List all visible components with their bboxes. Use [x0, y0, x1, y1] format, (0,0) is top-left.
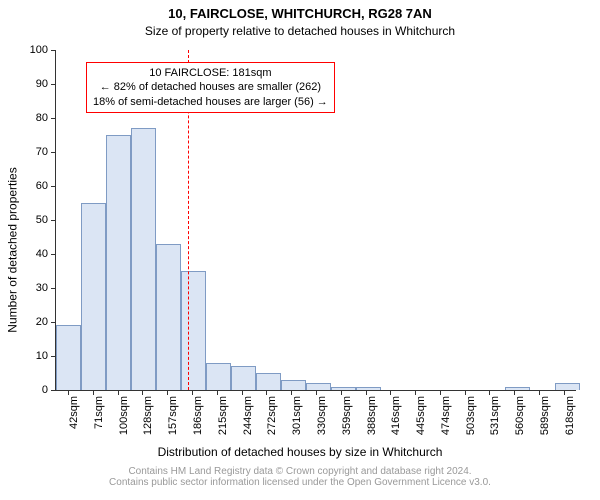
histogram-bar: [181, 271, 206, 390]
ytick: [51, 254, 56, 255]
y-axis-label: Number of detached properties: [6, 167, 20, 332]
x-axis-label: Distribution of detached houses by size …: [0, 445, 600, 459]
xtick-label: 618sqm: [564, 396, 576, 435]
ytick-label: 40: [36, 248, 48, 260]
xtick: [440, 390, 441, 395]
credit-line: Contains public sector information licen…: [0, 477, 600, 488]
histogram-bar: [156, 244, 181, 390]
xtick: [93, 390, 94, 395]
ytick-label: 50: [36, 214, 48, 226]
xtick-label: 388sqm: [366, 396, 378, 435]
xtick: [291, 390, 292, 395]
ytick-label: 10: [36, 350, 48, 362]
xtick-label: 474sqm: [440, 396, 452, 435]
xtick: [341, 390, 342, 395]
histogram-bar: [281, 380, 306, 390]
ytick: [51, 118, 56, 119]
xtick: [465, 390, 466, 395]
xtick-label: 503sqm: [465, 396, 477, 435]
xtick: [266, 390, 267, 395]
xtick-label: 42sqm: [68, 396, 80, 429]
ytick-label: 0: [42, 384, 48, 396]
xtick: [539, 390, 540, 395]
annotation-line: 10 FAIRCLOSE: 181sqm: [93, 66, 328, 80]
annotation-line: ← 82% of detached houses are smaller (26…: [93, 80, 328, 94]
ytick: [51, 186, 56, 187]
ytick-label: 90: [36, 78, 48, 90]
xtick-label: 531sqm: [489, 396, 501, 435]
histogram-bar: [555, 383, 580, 390]
xtick: [514, 390, 515, 395]
xtick-label: 128sqm: [142, 396, 154, 435]
credit-line: Contains HM Land Registry data © Crown c…: [0, 466, 600, 477]
ytick-label: 30: [36, 282, 48, 294]
plot-area: 10 FAIRCLOSE: 181sqm ← 82% of detached h…: [55, 50, 576, 391]
xtick: [68, 390, 69, 395]
ytick: [51, 322, 56, 323]
histogram-bar: [106, 135, 131, 390]
credit-text: Contains HM Land Registry data © Crown c…: [0, 466, 600, 488]
xtick-label: 100sqm: [118, 396, 130, 435]
xtick-label: 272sqm: [266, 396, 278, 435]
xtick: [167, 390, 168, 395]
xtick: [390, 390, 391, 395]
xtick: [366, 390, 367, 395]
ytick: [51, 390, 56, 391]
xtick: [415, 390, 416, 395]
xtick-label: 330sqm: [316, 396, 328, 435]
histogram-bar: [306, 383, 331, 390]
xtick-label: 416sqm: [390, 396, 402, 435]
chart-subtitle: Size of property relative to detached ho…: [0, 24, 600, 38]
xtick: [489, 390, 490, 395]
annotation-line: 18% of semi-detached houses are larger (…: [93, 95, 328, 109]
xtick-label: 359sqm: [341, 396, 353, 435]
ytick-label: 70: [36, 146, 48, 158]
xtick-label: 301sqm: [291, 396, 303, 435]
ytick-label: 60: [36, 180, 48, 192]
xtick-label: 589sqm: [539, 396, 551, 435]
ytick: [51, 50, 56, 51]
xtick-label: 71sqm: [93, 396, 105, 429]
ytick: [51, 288, 56, 289]
xtick: [118, 390, 119, 395]
annotation-box: 10 FAIRCLOSE: 181sqm ← 82% of detached h…: [86, 62, 335, 113]
xtick: [217, 390, 218, 395]
xtick-label: 186sqm: [192, 396, 204, 435]
xtick: [316, 390, 317, 395]
xtick: [142, 390, 143, 395]
ytick: [51, 152, 56, 153]
histogram-bar: [81, 203, 106, 390]
chart-title: 10, FAIRCLOSE, WHITCHURCH, RG28 7AN: [0, 6, 600, 21]
xtick-label: 244sqm: [242, 396, 254, 435]
histogram-bar: [231, 366, 256, 390]
histogram-bar: [356, 387, 381, 390]
ytick: [51, 84, 56, 85]
histogram-bar: [131, 128, 156, 390]
histogram-bar: [256, 373, 281, 390]
xtick-label: 560sqm: [514, 396, 526, 435]
ytick-label: 20: [36, 316, 48, 328]
histogram-bar: [206, 363, 231, 390]
xtick: [564, 390, 565, 395]
histogram-bar: [505, 387, 530, 390]
histogram-bar: [331, 387, 356, 390]
ytick-label: 80: [36, 112, 48, 124]
ytick-label: 100: [30, 44, 48, 56]
xtick: [192, 390, 193, 395]
xtick-label: 445sqm: [415, 396, 427, 435]
xtick-label: 157sqm: [167, 396, 179, 435]
histogram-bar: [56, 325, 81, 390]
xtick: [242, 390, 243, 395]
ytick: [51, 220, 56, 221]
xtick-label: 215sqm: [217, 396, 229, 435]
